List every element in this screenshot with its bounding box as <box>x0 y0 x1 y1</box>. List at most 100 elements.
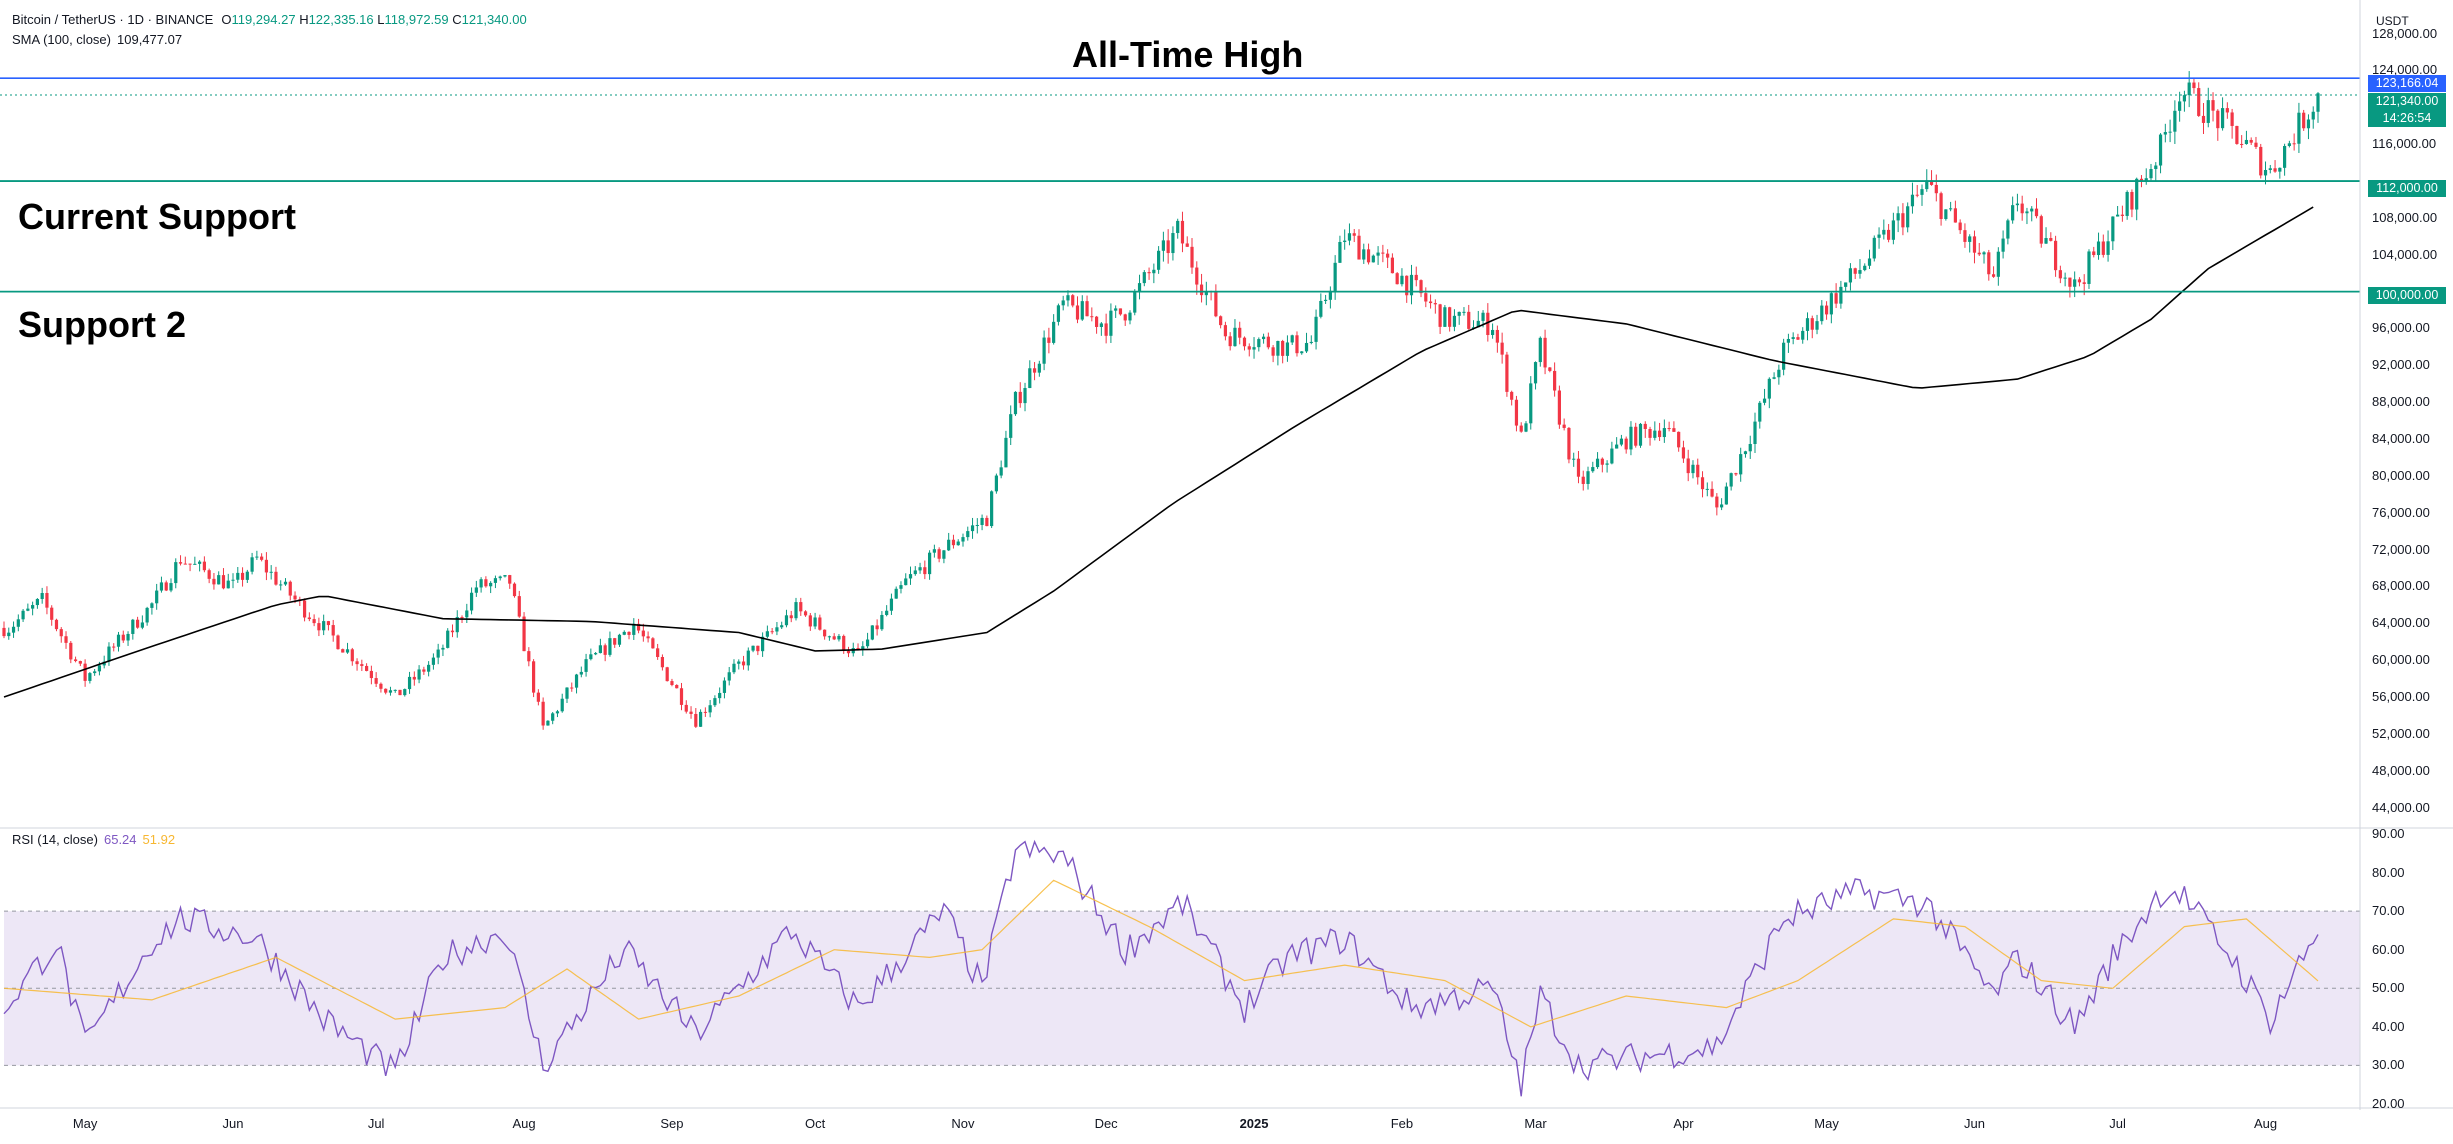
candle-body <box>255 556 259 558</box>
candle-body <box>1805 318 1810 331</box>
candle-body <box>1581 476 1585 484</box>
candle-body <box>1219 316 1223 326</box>
candle-body <box>1882 229 1886 235</box>
candle-body <box>1863 265 1867 271</box>
open-value: 119,294.27 <box>231 12 296 27</box>
candle-body <box>336 635 340 650</box>
symbol-title: Bitcoin / TetherUS · 1D · BINANCE <box>12 12 214 27</box>
candle-body <box>1777 369 1781 378</box>
candle-body <box>1462 311 1466 313</box>
candle-body <box>2154 165 2158 170</box>
candle-body <box>1075 305 1080 320</box>
rsi-ma-line <box>3 879 2319 1028</box>
candle-body <box>2220 108 2225 129</box>
candle-body <box>1834 293 1838 304</box>
candle-body <box>1848 268 1853 283</box>
candle-body <box>1739 454 1743 475</box>
time-tick-label: Jul <box>367 1116 385 1131</box>
candle-body <box>207 570 211 579</box>
candle-body <box>1543 337 1547 368</box>
candle-body <box>1553 370 1557 391</box>
candle-body <box>1161 240 1165 251</box>
candle-body <box>2087 251 2091 284</box>
candle-body <box>2096 241 2101 256</box>
candle-body <box>198 561 202 564</box>
candle-body <box>1901 213 1905 228</box>
time-tick-label: Jul <box>2109 1116 2126 1131</box>
candle-body <box>1576 458 1581 477</box>
candle-body <box>856 648 860 650</box>
candle-body <box>923 567 927 575</box>
candle-body <box>2182 95 2187 102</box>
candle-body <box>455 617 459 633</box>
candle-body <box>861 646 865 650</box>
candle-body <box>1061 300 1065 306</box>
candle-body <box>174 562 178 584</box>
candle-body <box>1376 252 1380 256</box>
candle-body <box>1600 458 1604 465</box>
candle-body <box>1476 320 1480 328</box>
candle-body <box>975 524 979 526</box>
candle-body <box>1157 250 1161 270</box>
candle-body <box>1982 252 1986 255</box>
candle-body <box>1347 233 1352 241</box>
candle-body <box>1968 236 1972 242</box>
candle-body <box>1619 438 1624 445</box>
candle-body <box>1037 363 1041 373</box>
candle-body <box>823 629 827 637</box>
candle-body <box>112 646 116 648</box>
candle-body <box>1796 337 1800 340</box>
currency-label[interactable]: USDT <box>2376 14 2409 28</box>
candle-body <box>961 537 965 542</box>
candle-body <box>360 664 364 666</box>
candle-body <box>1782 342 1786 370</box>
candle-body <box>169 583 173 591</box>
candle-body <box>446 630 450 648</box>
candle-body <box>1390 257 1394 274</box>
candle-body <box>2125 191 2129 216</box>
candle-body <box>1700 477 1705 490</box>
candle-body <box>1199 284 1204 296</box>
candle-body <box>1242 337 1247 347</box>
candle-body <box>1572 458 1576 460</box>
candle-body <box>1271 347 1275 356</box>
candle-body <box>761 636 765 652</box>
candle-body <box>2263 169 2268 176</box>
candle-body <box>827 636 832 638</box>
candle-body <box>1343 240 1347 242</box>
candle-body <box>1996 251 2000 277</box>
candle-body <box>999 467 1003 476</box>
candle-body <box>1557 390 1561 425</box>
candlestick-series <box>2 71 2320 730</box>
candle-body <box>2149 169 2153 179</box>
candle-body <box>689 711 693 714</box>
rsi-line <box>3 839 2319 1097</box>
candle-body <box>116 634 121 647</box>
candle-body <box>1047 337 1051 343</box>
candle-body <box>932 549 936 553</box>
candle-body <box>102 661 106 666</box>
candle-body <box>1032 368 1037 373</box>
candle-body <box>1085 301 1089 317</box>
candle-body <box>1333 262 1337 291</box>
candle-body <box>708 705 712 713</box>
candle-body <box>1510 391 1514 400</box>
candle-body <box>503 575 507 577</box>
candle-body <box>2240 143 2244 145</box>
candle-body <box>217 575 221 585</box>
candle-body <box>928 552 932 575</box>
candle-body <box>1090 316 1094 318</box>
candle-body <box>412 676 416 680</box>
candle-body <box>1238 327 1242 338</box>
candle-body <box>2235 125 2239 144</box>
price-tick-label: 108,000.00 <box>2372 209 2438 225</box>
candle-body <box>994 475 998 492</box>
candle-body <box>1438 304 1442 327</box>
price-tick-label: 80,000.00 <box>2372 467 2430 483</box>
candle-body <box>803 611 808 616</box>
candle-body <box>579 671 583 675</box>
candle-body <box>2116 214 2120 217</box>
candle-body <box>870 625 874 640</box>
rsi-ma-value: 51.92 <box>142 832 176 847</box>
